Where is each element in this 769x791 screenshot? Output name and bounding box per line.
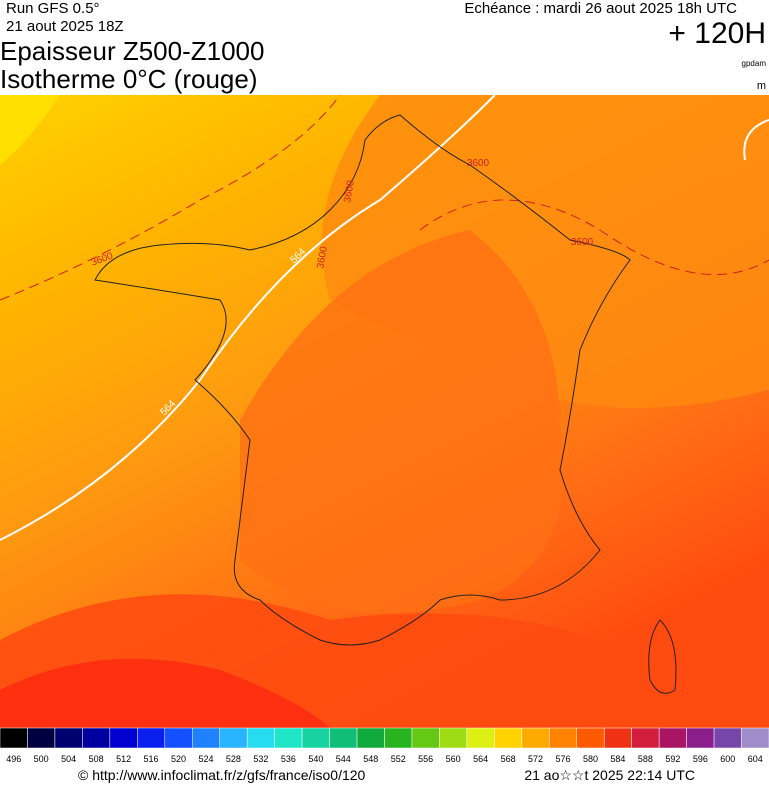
colorbar-label: 536: [281, 754, 296, 764]
field-zone: [0, 95, 60, 165]
colorbar-label: 600: [720, 754, 735, 764]
colorbar-swatch: [192, 727, 220, 749]
colorbar-swatch: [0, 727, 28, 749]
colorbar-label: 584: [610, 754, 625, 764]
colorbar-label: 576: [556, 754, 571, 764]
colorbar-label: 504: [61, 754, 76, 764]
colorbar-label: 516: [144, 754, 159, 764]
source-url: © http://www.infoclimat.fr/z/gfs/france/…: [78, 767, 366, 783]
colorbar: 496 500 504 508 512 516 520 524 528 532 536 540 544 5…: [0, 727, 769, 764]
colorbar-label: 496: [6, 754, 21, 764]
run-label: Run GFS 0.5°: [6, 0, 100, 17]
colorbar-swatch: [246, 727, 275, 749]
unit-bottom: m: [757, 80, 766, 92]
contour-label: 3600: [315, 245, 330, 269]
generated-time: 21 ao☆☆t 2025 22:14 UTC: [524, 767, 695, 783]
france-outline: [94, 114, 631, 646]
colorbar-swatch: [384, 727, 413, 749]
map-subtitle: Isotherme 0°C (rouge): [0, 64, 258, 94]
colorbar-swatch: [109, 727, 138, 749]
colorbar-swatch: [713, 727, 742, 749]
colorbar-label: 588: [638, 754, 653, 764]
colorbar-swatch: [411, 727, 440, 749]
colorbar-swatch: [54, 727, 83, 749]
run-date: 21 aout 2025 18Z: [6, 18, 124, 35]
colorbar-label: 556: [418, 754, 433, 764]
colorbar-label: 500: [34, 754, 49, 764]
colorbar-swatch: [576, 727, 605, 749]
colorbar-swatch: [439, 727, 468, 749]
field-zone: [240, 230, 564, 614]
colorbar-swatch: [741, 727, 769, 749]
isotherm-contour: [0, 94, 769, 301]
colorbar-label: 524: [198, 754, 213, 764]
colorbar-swatch: [686, 727, 715, 749]
field-zone: [0, 658, 330, 728]
colorbar-swatch: [219, 727, 248, 749]
colorbar-swatch: [329, 727, 358, 749]
colorbar-label: 520: [171, 754, 186, 764]
colorbar-swatch: [356, 727, 385, 749]
colorbar-swatch: [521, 727, 550, 749]
corsica-outline: [648, 619, 677, 694]
colorbar-label: 564: [473, 754, 488, 764]
colorbar-label: 508: [89, 754, 104, 764]
colorbar-swatch: [631, 727, 660, 749]
contour-label: 3600: [467, 158, 490, 169]
contour-label: 3600: [571, 237, 594, 248]
colorbar-swatch: [658, 727, 687, 749]
colorbar-label: 532: [253, 754, 268, 764]
colorbar-label: 544: [336, 754, 351, 764]
colorbar-label: 512: [116, 754, 131, 764]
colorbar-swatch: [274, 727, 303, 749]
contour-label: 3600: [342, 179, 357, 203]
colorbar-swatch: [549, 727, 577, 749]
thickness-contour: [743, 119, 769, 161]
colorbar-swatch: [164, 727, 193, 749]
colorbar-label: 548: [363, 754, 378, 764]
colorbar-swatch: [27, 727, 56, 749]
colorbar-label: 596: [693, 754, 708, 764]
map-title: Epaisseur Z500-Z1000: [0, 36, 264, 66]
colorbar-swatch: [494, 727, 523, 749]
colorbar-swatch: [137, 727, 166, 749]
colorbar-swatch: [603, 727, 632, 749]
colorbar-label: 528: [226, 754, 241, 764]
colorbar-label: 592: [665, 754, 680, 764]
colorbar-label: 560: [446, 754, 461, 764]
colorbar-label: 540: [308, 754, 323, 764]
colorbar-swatch: [301, 727, 330, 749]
colorbar-label: 552: [391, 754, 406, 764]
unit-top: gpdam: [742, 59, 767, 68]
colorbar-label: 568: [501, 754, 516, 764]
valid-time: Echéance : mardi 26 aout 2025 18h UTC: [464, 0, 737, 17]
colorbar-label: 604: [748, 754, 763, 764]
colorbar-swatch: [82, 727, 111, 749]
thickness-contour: [0, 94, 496, 541]
colorbar-swatch: [466, 727, 495, 749]
lead-time: + 120H: [668, 17, 766, 50]
colorbar-label: 580: [583, 754, 598, 764]
colorbar-label: 572: [528, 754, 543, 764]
